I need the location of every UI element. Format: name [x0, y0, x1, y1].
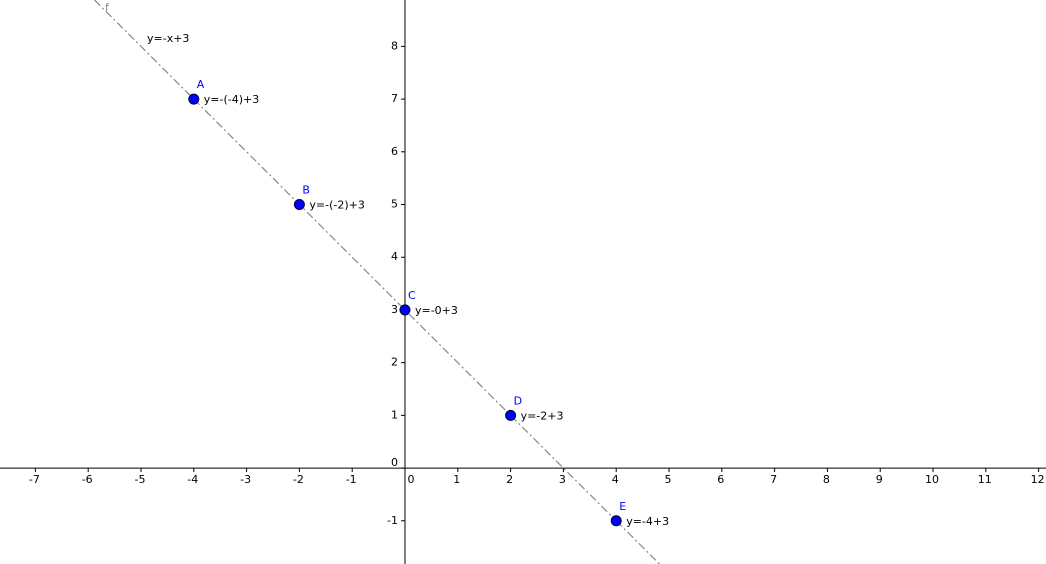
x-tick-label: 9 [876, 473, 883, 486]
x-tick-label: 11 [978, 473, 992, 486]
y-tick-label: 3 [391, 303, 398, 316]
function-line [193, 98, 617, 522]
point-label: A [197, 78, 205, 91]
point [505, 409, 517, 421]
point [293, 199, 305, 211]
y-tick-label: 2 [391, 356, 398, 369]
x-tick-label: -3 [240, 473, 251, 486]
x-tick-label: 5 [664, 473, 671, 486]
y-tick-label: 5 [391, 198, 398, 211]
line-label: f [105, 1, 110, 14]
point-label: C [408, 289, 416, 302]
point-annotation: y=-0+3 [415, 304, 458, 317]
point-label: D [514, 394, 522, 407]
x-tick-label: 8 [823, 473, 830, 486]
point [399, 304, 411, 316]
y-tick-label: 8 [391, 39, 398, 52]
x-tick-label: -1 [346, 473, 357, 486]
x-tick-label: 6 [717, 473, 724, 486]
y-tick-label: -1 [387, 514, 398, 527]
point-annotation: y=-(-4)+3 [204, 93, 259, 106]
y-tick-label: 6 [391, 145, 398, 158]
x-tick-label: 2 [506, 473, 513, 486]
x-tick-label: 1 [453, 473, 460, 486]
line-extension [94, 0, 195, 100]
x-tick-label: -6 [82, 473, 93, 486]
point-annotation: y=-2+3 [521, 409, 564, 422]
x-tick-label: 12 [1031, 473, 1045, 486]
x-tick-label: -4 [187, 473, 198, 486]
y-tick-label: 7 [391, 92, 398, 105]
x-tick-label: 4 [612, 473, 619, 486]
x-tick-label: -2 [293, 473, 304, 486]
x-tick-label: 10 [925, 473, 939, 486]
y-tick-label: 0 [391, 456, 398, 469]
y-tick-label: 4 [391, 250, 398, 263]
point [188, 93, 200, 105]
point-label: E [619, 500, 626, 513]
point-annotation: y=-(-2)+3 [309, 199, 364, 212]
point-annotation: y=-4+3 [626, 515, 669, 528]
x-tick-label: 0 [407, 473, 414, 486]
point [610, 515, 622, 527]
x-tick-label: -7 [29, 473, 40, 486]
line-extension [615, 520, 660, 564]
line-equation: y=-x+3 [147, 32, 189, 45]
x-tick-label: -5 [134, 473, 145, 486]
point-label: B [302, 184, 310, 197]
y-tick-label: 1 [391, 408, 398, 421]
x-tick-label: 7 [770, 473, 777, 486]
x-tick-label: 3 [559, 473, 566, 486]
